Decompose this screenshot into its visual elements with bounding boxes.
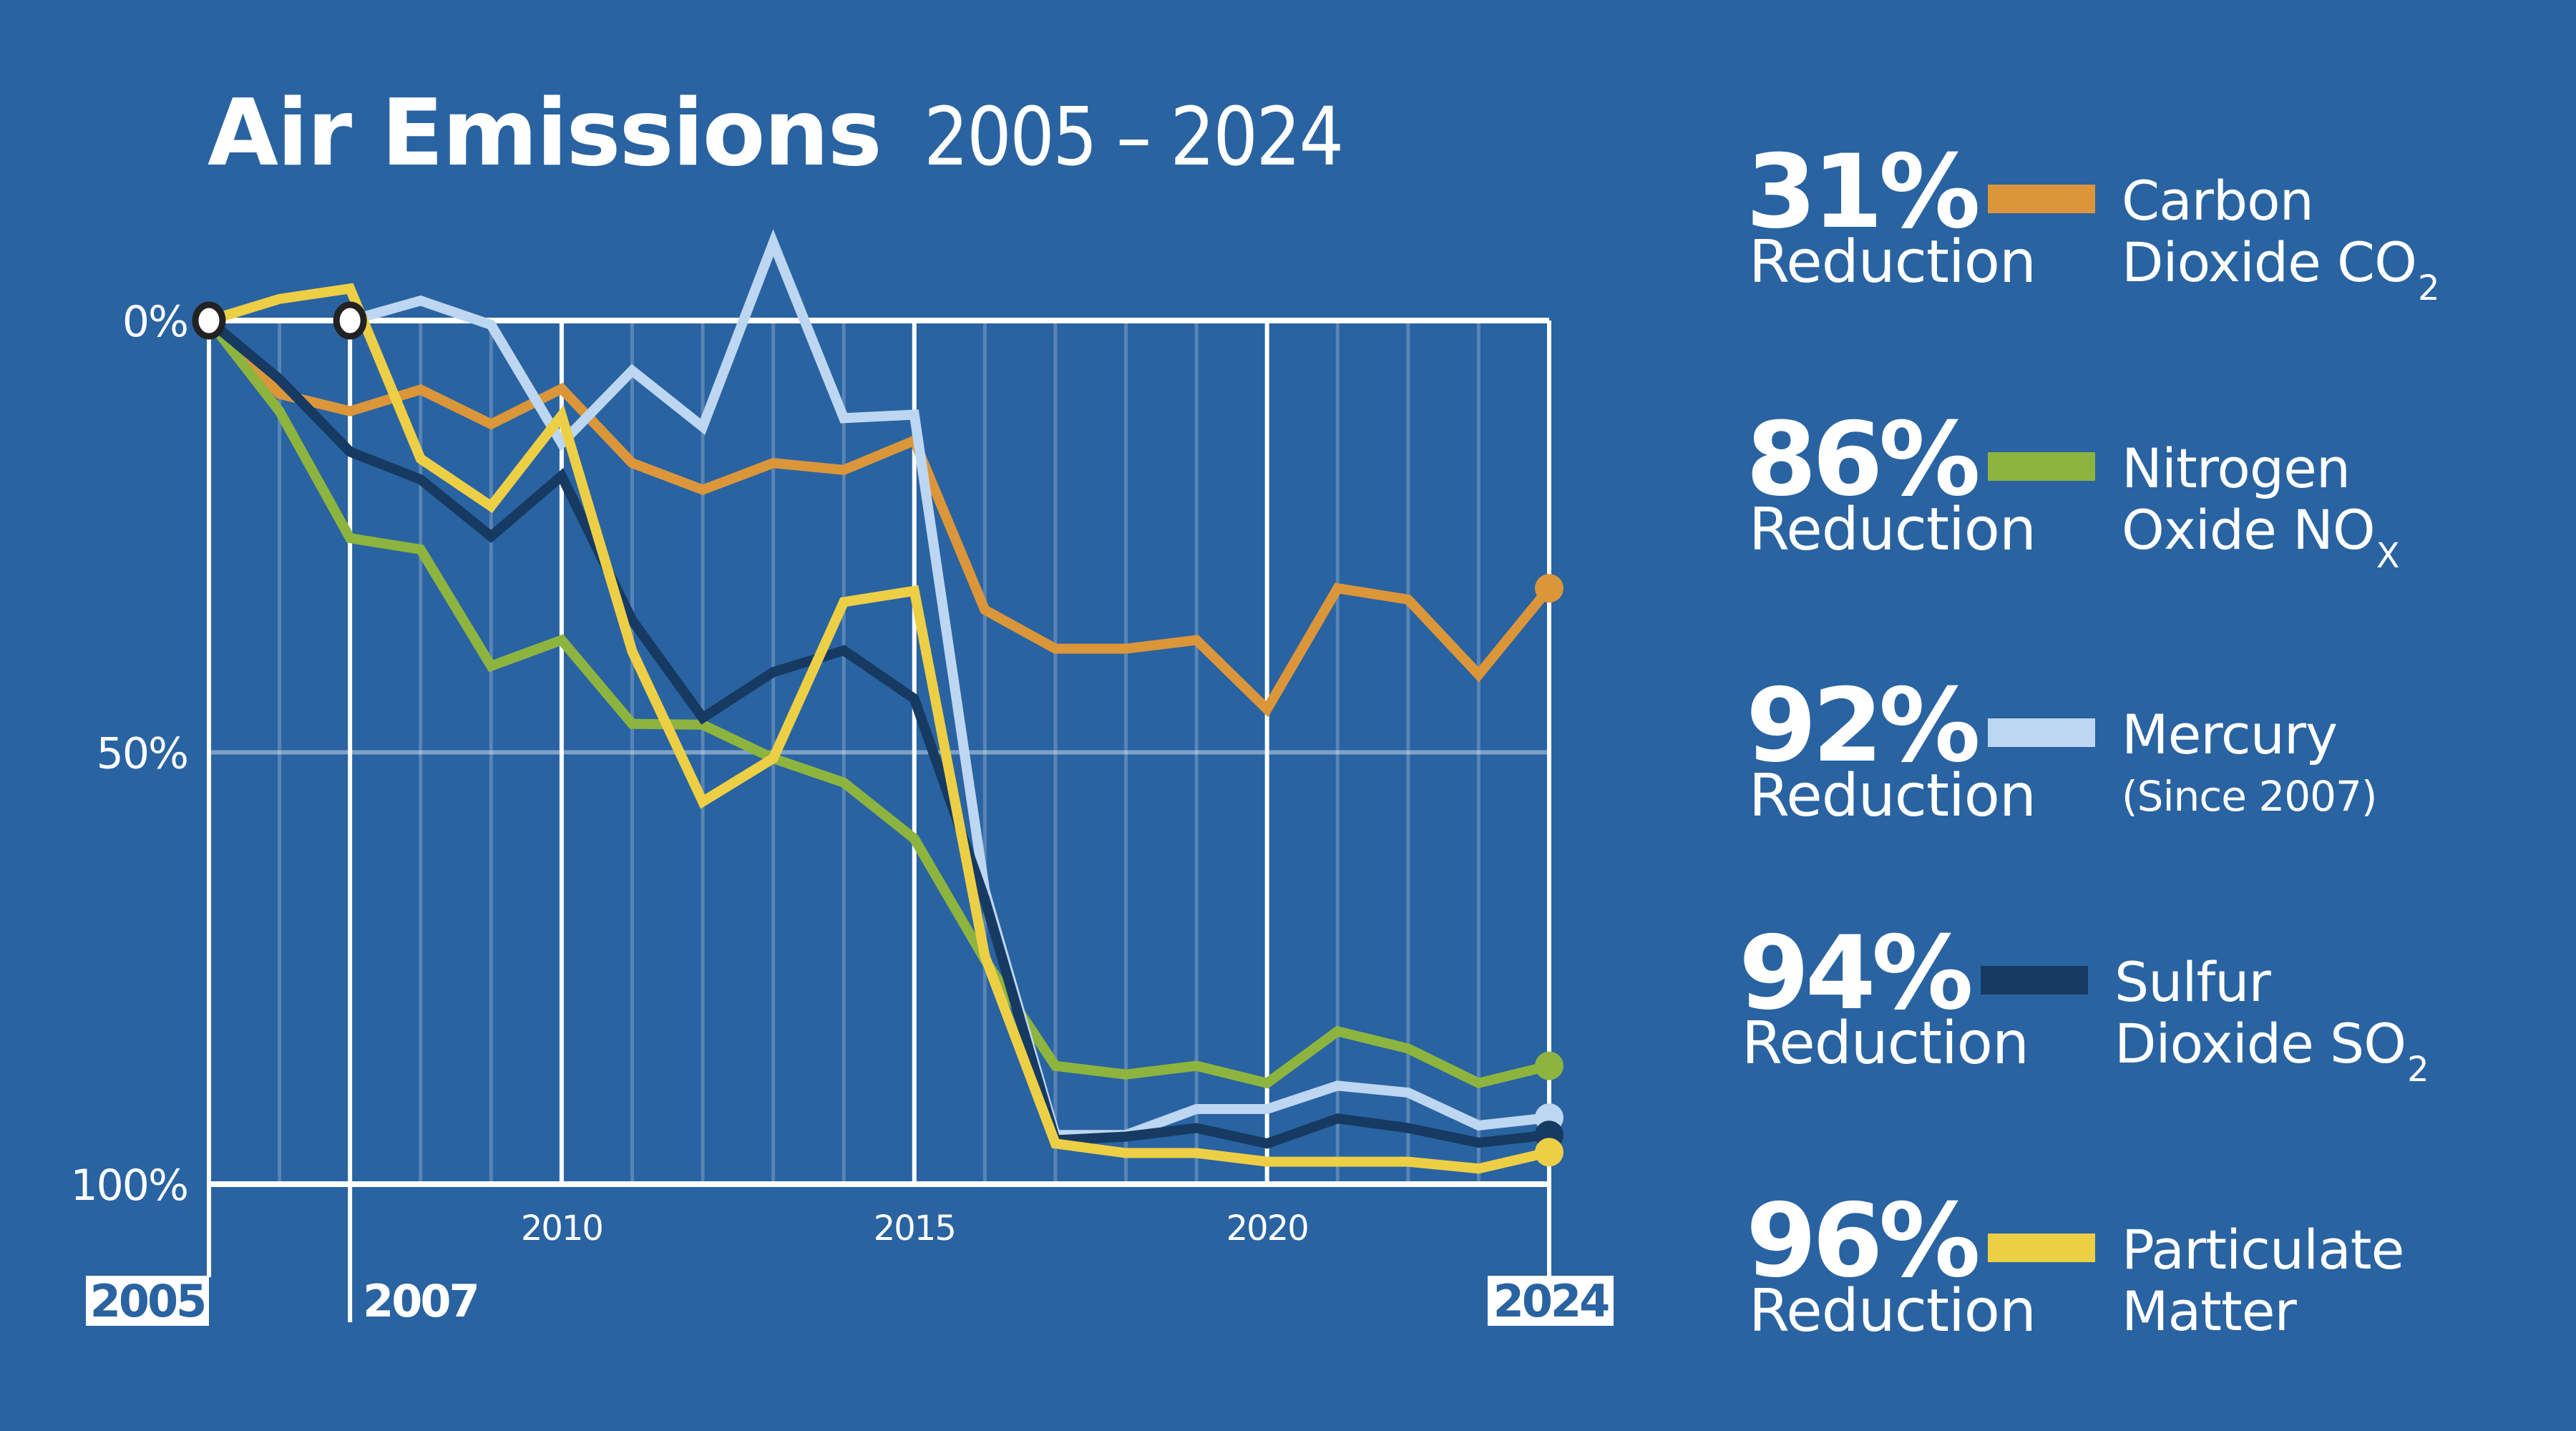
- x-tick-label: 2015: [874, 1208, 955, 1249]
- reduction-label: Reduction: [1749, 1277, 2036, 1345]
- legend-item-nox: 86% Reduction Nitrogen Oxide NOX: [1739, 409, 2562, 595]
- series-name: Nitrogen Oxide NOX: [2122, 436, 2400, 587]
- legend-swatch: [1988, 718, 2095, 747]
- series-name-text: Dioxide CO: [2122, 230, 2417, 294]
- end-marker-co2: [1535, 574, 1563, 603]
- series-lines: [205, 229, 1553, 1174]
- series-line-co2: [205, 317, 1553, 718]
- series-name-line2: Oxide NOX: [2122, 498, 2400, 587]
- subscript: 2: [2407, 1050, 2429, 1090]
- series-name-line2: Dioxide SO2: [2114, 1013, 2429, 1100]
- y-tick-label: 50%: [97, 729, 187, 779]
- legend-item-co2: 31% Reduction Carbon Dioxide CO2: [1739, 142, 2562, 328]
- series-name-line1: Nitrogen: [2122, 436, 2351, 500]
- series-name-text: Matter: [2122, 1279, 2297, 1343]
- start-marker-2005: [192, 301, 226, 340]
- series-line-so2: [205, 316, 1550, 1149]
- series-name-line1: Particulate: [2122, 1218, 2404, 1281]
- x-label-box-2005: [86, 1276, 209, 1326]
- reduction-label: Reduction: [1749, 496, 2036, 564]
- series-name: Mercury (Since 2007): [2122, 703, 2378, 827]
- reduction-label: Reduction: [1749, 762, 2036, 830]
- x-highlight-label-2007: 2007: [363, 1275, 478, 1327]
- legend-swatch: [1981, 966, 2088, 995]
- reduction-percent: 94%: [1739, 914, 1974, 1032]
- title-range: 2005 – 2024: [923, 91, 1344, 184]
- x-tick-label: 2010: [521, 1208, 602, 1249]
- end-marker-nox: [1535, 1051, 1563, 1080]
- series-name-text: (Since 2007): [2122, 772, 2378, 821]
- axis-labels: 0% 50% 100% 2010 2015 2020 2005 2007 202…: [70, 297, 1614, 1327]
- legend: 31% Reduction Carbon Dioxide CO2 86% Red…: [1739, 0, 2562, 1431]
- x-tick-label: 2020: [1226, 1208, 1308, 1249]
- series-name: Particulate Matter: [2122, 1219, 2404, 1342]
- series-name: Carbon Dioxide CO2: [2122, 170, 2439, 319]
- series-name-line1: Mercury: [2122, 703, 2338, 766]
- reduction-label: Reduction: [1742, 1010, 2029, 1078]
- legend-item-pm: 96% Reduction Particulate Matter: [1739, 1191, 2562, 1377]
- reduction-percent: 92%: [1746, 667, 1981, 785]
- series-name-line2: Matter: [2122, 1281, 2404, 1342]
- legend-swatch: [1988, 185, 2095, 213]
- end-marker-pm: [1535, 1138, 1563, 1167]
- subscript: 2: [2417, 268, 2440, 308]
- series-line-pm: [207, 283, 1551, 1174]
- series-line-mercury: [348, 229, 1550, 1141]
- x-highlight-label-2005: 2005: [90, 1275, 205, 1327]
- legend-swatch: [1988, 1234, 2095, 1262]
- y-tick-label: 100%: [70, 1161, 187, 1211]
- legend-item-mercury: 92% Reduction Mercury (Since 2007): [1739, 675, 2562, 861]
- markers: [192, 301, 1563, 1167]
- reduction-percent: 31%: [1746, 133, 1981, 251]
- series-line-nox: [205, 317, 1551, 1089]
- series-name: Sulfur Dioxide SO2: [2114, 952, 2429, 1100]
- legend-item-so2: 94% Reduction Sulfur Dioxide SO2: [1739, 923, 2562, 1109]
- series-name-line2: Dioxide CO2: [2122, 232, 2439, 319]
- series-name-text: Oxide NO: [2122, 498, 2376, 562]
- major-gridlines: [559, 321, 1269, 1184]
- y-tick-label: 0%: [122, 297, 187, 347]
- reduction-label: Reduction: [1749, 228, 2036, 296]
- reduction-percent: 96%: [1746, 1182, 1981, 1300]
- series-name-text: Dioxide SO: [2114, 1012, 2406, 1075]
- chart-title: Air Emissions 2005 – 2024: [208, 80, 1399, 187]
- x-highlight-label-2024: 2024: [1493, 1275, 1609, 1327]
- title-main: Air Emissions: [208, 80, 882, 187]
- reduction-percent: 86%: [1746, 401, 1981, 519]
- legend-swatch: [1988, 452, 2095, 481]
- x-label-box-2024: [1488, 1276, 1614, 1326]
- start-marker-2007: [333, 301, 367, 340]
- series-name-line1: Carbon: [2122, 169, 2314, 233]
- subscript: X: [2376, 536, 2400, 576]
- series-name-line2: (Since 2007): [2122, 766, 2378, 827]
- series-name-line1: Sulfur: [2114, 950, 2271, 1014]
